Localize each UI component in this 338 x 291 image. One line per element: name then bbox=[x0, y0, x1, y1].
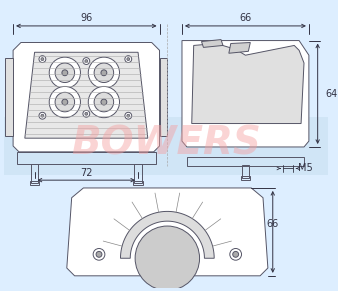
Polygon shape bbox=[192, 43, 304, 124]
Polygon shape bbox=[201, 40, 223, 47]
Polygon shape bbox=[182, 40, 309, 147]
Circle shape bbox=[55, 63, 75, 83]
Circle shape bbox=[83, 110, 90, 117]
Circle shape bbox=[94, 63, 114, 83]
Circle shape bbox=[62, 70, 68, 76]
Circle shape bbox=[101, 99, 107, 105]
Circle shape bbox=[230, 249, 242, 260]
Circle shape bbox=[233, 251, 239, 257]
Circle shape bbox=[125, 112, 132, 119]
Bar bbox=[30, 181, 40, 185]
Bar bbox=[241, 176, 250, 180]
Circle shape bbox=[125, 56, 132, 63]
Circle shape bbox=[94, 92, 114, 112]
Polygon shape bbox=[67, 188, 268, 276]
Circle shape bbox=[41, 58, 44, 61]
Circle shape bbox=[93, 249, 105, 260]
Text: 96: 96 bbox=[80, 13, 92, 23]
Circle shape bbox=[88, 57, 120, 88]
Circle shape bbox=[85, 112, 88, 115]
Text: 72: 72 bbox=[80, 168, 93, 178]
Circle shape bbox=[49, 57, 80, 88]
Text: 66: 66 bbox=[239, 13, 251, 23]
Bar bbox=[134, 164, 142, 183]
Bar bbox=[4, 117, 329, 175]
Circle shape bbox=[127, 58, 130, 61]
Circle shape bbox=[135, 226, 199, 290]
Text: M5: M5 bbox=[298, 164, 313, 173]
Bar bbox=[187, 157, 304, 166]
Polygon shape bbox=[229, 42, 250, 53]
Text: BOWERS: BOWERS bbox=[71, 124, 261, 162]
Bar bbox=[31, 164, 39, 183]
Bar bbox=[133, 181, 143, 185]
Circle shape bbox=[88, 86, 120, 118]
Circle shape bbox=[96, 251, 102, 257]
Bar bbox=[242, 164, 249, 178]
Circle shape bbox=[55, 92, 75, 112]
Circle shape bbox=[39, 112, 46, 119]
Circle shape bbox=[127, 114, 130, 117]
Text: 66: 66 bbox=[267, 219, 279, 229]
Bar bbox=[17, 152, 155, 164]
Text: 64: 64 bbox=[325, 89, 337, 99]
Circle shape bbox=[83, 58, 90, 65]
Circle shape bbox=[41, 114, 44, 117]
Circle shape bbox=[49, 86, 80, 118]
Circle shape bbox=[101, 70, 107, 76]
Polygon shape bbox=[5, 58, 13, 136]
Polygon shape bbox=[120, 211, 214, 258]
Polygon shape bbox=[160, 58, 167, 136]
Circle shape bbox=[85, 60, 88, 63]
Polygon shape bbox=[13, 42, 160, 152]
Circle shape bbox=[39, 56, 46, 63]
Circle shape bbox=[62, 99, 68, 105]
Polygon shape bbox=[25, 52, 148, 138]
